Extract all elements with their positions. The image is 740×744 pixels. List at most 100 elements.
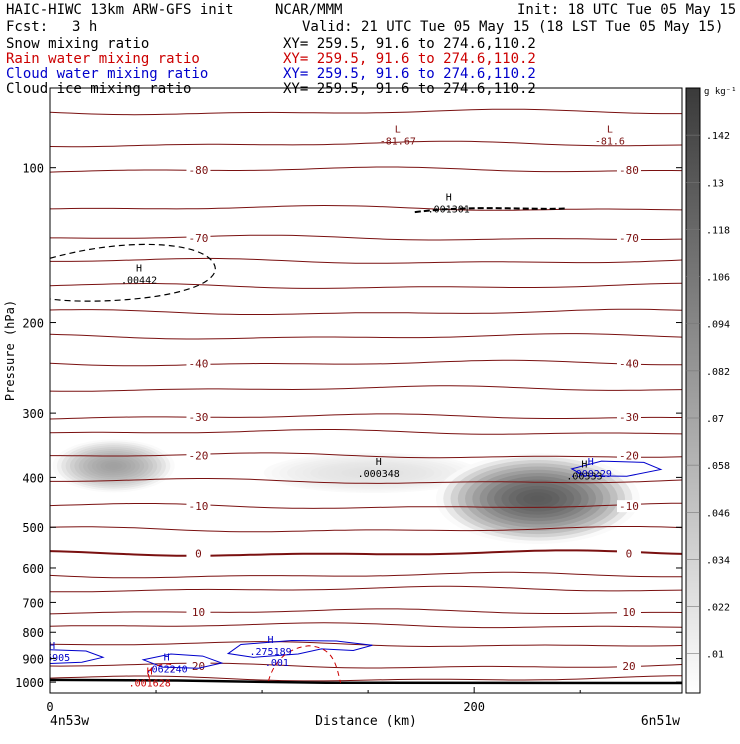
extremum-kind-label: L [607,125,613,136]
colorbar-scale [685,87,701,694]
isotherm-label-bg [616,500,641,513]
isotherm-label: -10 [619,500,639,513]
isotherm-label-bg [186,500,211,513]
isotherm-line [50,308,682,315]
isotherm-label: -70 [619,232,639,245]
cloud-water-label: .001 [265,658,289,669]
cloud-ice-contour [414,207,568,214]
field-name-cloud-water: Cloud water mixing ratio [6,66,209,82]
snow-shade-level [109,464,118,468]
extremum-kind-label: H [588,457,594,468]
isotherm-line [50,140,682,148]
y-tick-label: 300 [22,407,44,421]
isotherm-label: -20 [619,450,639,463]
extremum-value-label: .001628 [129,679,171,690]
isotherm-line [50,571,682,579]
isotherm-line [50,359,682,367]
isotherm-label-bg [616,449,641,462]
field-xy-cloud-water: XY= 259.5, 91.6 to 274.6,110.2 [283,66,536,82]
extremum-value-label: .275189 [249,647,291,658]
isotherm-line [50,549,682,557]
isotherm-line [50,333,682,340]
field-xy-rain: XY= 259.5, 91.6 to 274.6,110.2 [283,51,536,67]
isotherm-label-bg [616,547,641,560]
isotherm-label: -70 [189,232,209,245]
extremum-value-label: .000229 [570,469,612,480]
snow-shade-level [364,471,381,475]
snow-blob-0 [52,439,175,493]
extremum-value-label: .00442 [121,275,157,286]
extremum-value-label: .001301 [428,205,470,216]
isotherm-label-bg [616,163,641,176]
field-xy-cloud-ice: XY= 259.5, 91.6 to 274.6,110.2 [283,81,536,97]
model-title: HAIC-HIWC 13km ARW-GFS init [6,2,234,18]
isotherm-line [50,166,682,173]
y-tick-label: 900 [22,653,44,667]
y-tick-label: 1000 [15,676,44,690]
isotherm-label: -30 [189,411,209,424]
y-tick-label: 800 [22,626,44,640]
isotherm-line [50,526,682,533]
snow-shade-level [530,495,546,502]
isotherm-line [50,234,682,241]
isotherm-line [50,675,682,682]
colorbar-label: .118 [706,225,730,236]
isotherm-label: -40 [189,357,209,370]
cloud-water-contour [50,649,105,664]
isotherm-line [50,585,682,593]
snow-shading-layer [52,439,640,544]
isotherm-line [50,608,682,615]
y-axis-label: Pressure (hPa) [3,300,17,401]
cloud-water-contour [570,460,663,477]
isotherm-label: -80 [619,164,639,177]
overlay-contours: L-81.67L-81.6H.001301H.00442H.000348H.00… [34,125,682,690]
isotherm-label-bg [186,659,211,672]
isotherm-label-bg [186,232,211,245]
isotherm-line [50,502,682,509]
colorbar-units: g kg⁻¹ [704,87,737,97]
colorbar-label: .07 [706,414,724,425]
isotherm-label: 0 [626,547,633,560]
isotherm-label-bg [186,605,211,618]
isotherm-line [50,385,682,392]
isotherm-line [50,429,682,435]
isotherm-line [50,257,682,264]
terrain-line [50,678,682,685]
extremum-kind-label: H [147,667,153,678]
extremum-kind-label: H [268,635,274,646]
isotherm-label-bg [616,410,641,423]
org-label: NCAR/MMM [275,2,343,18]
cloud-water-contour [141,653,224,669]
extremum-value-label: -81.67 [380,137,416,148]
forecast-value: 3 h [72,19,98,35]
colorbar-label: .058 [706,461,730,472]
isotherm-label: 10 [192,606,205,619]
extremum-value-label: .26905 [34,653,70,664]
isotherm-line [50,622,682,629]
extremum-value-label: -81.6 [595,137,625,148]
isotherm-line [50,282,682,289]
plot-frame [49,87,683,694]
isotherm-label: -20 [189,450,209,463]
temperature-contours: -80 -80 -70 -70 -40 -40 -30 -30 -20 -20 -10 -10 0 0 10… [50,108,682,682]
colorbar-label: .094 [706,320,730,331]
isotherm-label: -30 [619,411,639,424]
colorbar: .01 .022 .034 .046 .058 .07 .082 .094 .106 .118 .1… [685,87,737,694]
isotherm-label-bg [186,163,211,176]
right-endpoint-label: 6n51w [641,714,680,729]
isotherm-label: -10 [189,500,209,513]
colorbar-label: .046 [706,508,730,519]
extremum-kind-label: H [446,193,452,204]
y-tick-label: 400 [22,471,44,485]
isotherm-line [50,413,682,420]
isotherm-label-bg [186,410,211,423]
isotherm-label: 20 [192,660,205,673]
extremum-kind-label: L [395,125,401,136]
isotherm-line [50,452,682,459]
extremum-kind-label: H [49,641,55,652]
isotherm-label-bg [616,659,641,672]
isotherm-label-bg [616,232,641,245]
